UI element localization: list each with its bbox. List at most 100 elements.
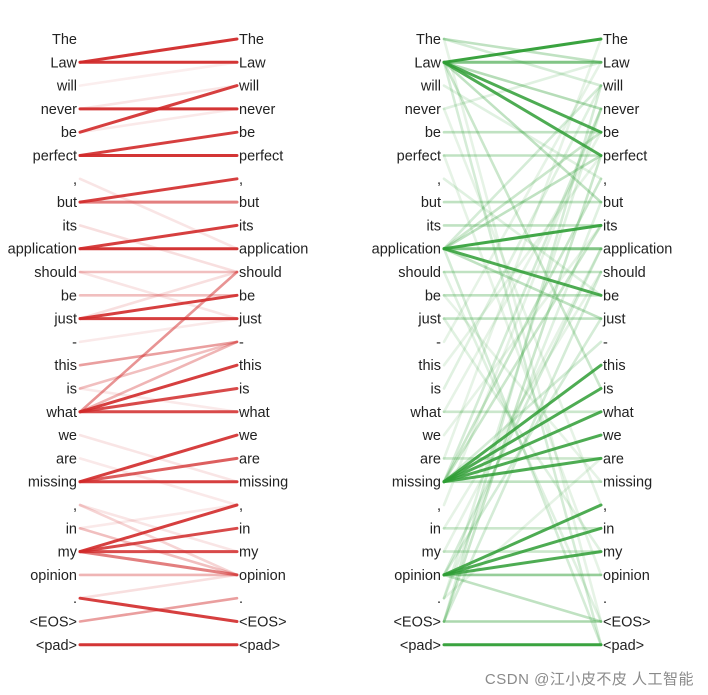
green-source-token: <EOS> — [393, 615, 441, 631]
green-link — [442, 363, 603, 484]
green-source-token: - — [436, 335, 441, 351]
red-target-token: perfect — [239, 149, 283, 165]
green-link — [442, 107, 603, 484]
green-link — [442, 224, 603, 437]
green-link — [442, 573, 603, 623]
green-link — [442, 60, 603, 390]
red-link — [78, 177, 239, 250]
green-link — [442, 60, 603, 111]
red-source-token: will — [56, 79, 77, 95]
red-target-token: missing — [239, 475, 288, 491]
green-link — [442, 503, 603, 577]
token-labels: The The Law Law will will never never be be perfec… — [8, 32, 673, 654]
red-source-token: be — [61, 125, 77, 141]
green-link — [442, 247, 603, 553]
red-target-token: are — [239, 451, 260, 467]
green-link — [442, 293, 603, 484]
red-link — [78, 526, 239, 554]
green-target-token: , — [603, 172, 607, 188]
green-source-token: its — [427, 218, 442, 234]
green-source-token: perfect — [397, 149, 441, 165]
red-link — [78, 270, 239, 414]
green-source-token: , — [437, 172, 441, 188]
green-target-token: will — [602, 79, 623, 95]
green-link — [442, 60, 603, 134]
green-source-token: be — [425, 125, 441, 141]
green-target-token: <pad> — [603, 638, 644, 654]
red-source-token: never — [41, 102, 77, 118]
red-target-token: just — [238, 312, 262, 328]
green-link — [442, 270, 603, 530]
green-attention-links — [442, 37, 603, 647]
red-link — [78, 340, 239, 414]
watermark: CSDN @江小皮不皮 人工智能 — [484, 671, 694, 688]
red-target-token: <EOS> — [239, 615, 287, 631]
red-source-token: in — [66, 521, 77, 537]
green-source-token: . — [437, 591, 441, 607]
green-target-token: <EOS> — [603, 615, 651, 631]
green-source-token: my — [422, 545, 442, 561]
red-link — [78, 177, 239, 204]
green-target-token: be — [603, 288, 619, 304]
green-source-token: will — [420, 79, 441, 95]
green-source-token: opinion — [394, 568, 441, 584]
red-source-token: opinion — [30, 568, 77, 584]
green-source-token: be — [425, 288, 441, 304]
red-target-token: in — [239, 521, 250, 537]
green-link — [442, 154, 603, 250]
red-source-token: , — [73, 498, 77, 514]
red-source-token: my — [58, 545, 78, 561]
green-link — [442, 60, 603, 647]
green-target-token: . — [603, 591, 607, 607]
green-link — [442, 154, 603, 577]
red-source-token: Law — [50, 55, 77, 71]
red-source-token: - — [72, 335, 77, 351]
red-target-token: , — [239, 498, 243, 514]
green-link — [442, 84, 603, 623]
red-attention-links — [78, 37, 239, 647]
red-link — [78, 340, 239, 390]
green-target-token: this — [603, 358, 626, 374]
red-target-token: opinion — [239, 568, 286, 584]
red-link — [78, 550, 239, 577]
red-source-token: . — [73, 591, 77, 607]
red-target-token: be — [239, 288, 255, 304]
green-link — [442, 154, 603, 623]
red-source-token: <EOS> — [29, 615, 77, 631]
red-source-token: we — [57, 428, 77, 444]
red-link — [78, 270, 239, 320]
red-target-token: my — [239, 545, 259, 561]
green-target-token: in — [603, 521, 614, 537]
green-source-token: <pad> — [400, 638, 441, 654]
green-source-token: we — [421, 428, 441, 444]
green-link — [442, 84, 603, 181]
green-link — [442, 60, 603, 344]
red-link — [78, 317, 239, 344]
red-source-token: are — [56, 451, 77, 467]
green-target-token: application — [603, 242, 672, 258]
red-link — [78, 433, 239, 484]
green-link — [442, 37, 603, 64]
green-target-token: what — [602, 405, 634, 421]
green-link — [442, 247, 603, 577]
red-target-token: will — [238, 79, 259, 95]
green-link — [442, 107, 603, 600]
red-target-token: Law — [239, 55, 266, 71]
red-target-token: should — [239, 265, 282, 281]
green-target-token: The — [603, 32, 628, 48]
green-link — [442, 60, 603, 204]
green-source-token: are — [420, 451, 441, 467]
red-source-token: , — [73, 172, 77, 188]
green-target-token: perfect — [603, 149, 647, 165]
red-target-token: what — [238, 405, 270, 421]
red-link — [78, 293, 239, 321]
green-link — [442, 387, 603, 484]
green-target-token: are — [603, 451, 624, 467]
red-link — [78, 270, 239, 320]
red-target-token: its — [239, 218, 254, 234]
red-link — [78, 456, 239, 484]
green-link — [442, 130, 603, 250]
green-target-token: but — [603, 195, 623, 211]
green-source-token: but — [421, 195, 441, 211]
red-link — [78, 84, 239, 111]
